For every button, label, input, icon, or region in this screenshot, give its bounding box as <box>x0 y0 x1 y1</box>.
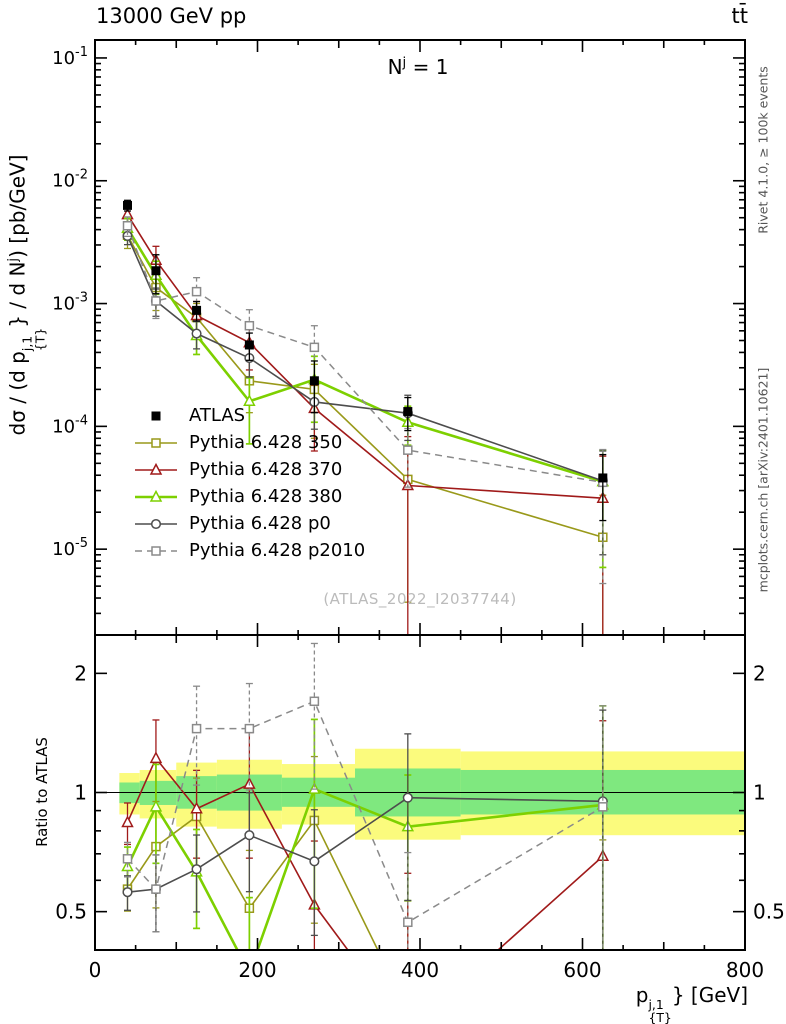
axis-tick-labels: 0 200 400 600 800 10-5 10-4 10-3 10-2 10-1 0.5 0.5 1… <box>52 45 785 982</box>
marker-atlas <box>309 376 319 386</box>
ratio-tick-label-right: 0.5 <box>753 900 785 924</box>
legend: ATLAS Pythia 6.428 350 Pythia 6.428 370 Pyt… <box>133 402 365 564</box>
marker-pyp2010 <box>122 221 133 231</box>
x-axis-label: p j,1 {T}} [GeV] <box>635 983 748 1024</box>
marker-atlas <box>123 200 132 210</box>
legend-glyph-py370 <box>149 462 163 475</box>
marker-py370 <box>121 815 134 828</box>
marker-pyp2010 <box>244 320 255 331</box>
series-pyp2010 <box>122 642 608 950</box>
x-tick-label: 400 <box>401 958 439 982</box>
legend-marker-square-open <box>135 437 177 448</box>
marker-pyp2010 <box>122 854 133 864</box>
legend-label: Pythia 6.428 350 <box>189 432 343 453</box>
legend-glyph-pyp0 <box>150 518 162 529</box>
ratio-tick-label-right: 1 <box>753 781 766 805</box>
marker-py350 <box>404 1007 412 1015</box>
marker-pyp2010 <box>403 445 413 455</box>
legend-label: Pythia 6.428 p2010 <box>189 540 366 561</box>
ratio-tick-label-left: 1 <box>74 781 87 805</box>
beam-energy-title: 13000 GeV pp <box>96 4 247 28</box>
y-tick-label: 10-5 <box>52 536 88 560</box>
x-tick-label: 0 <box>89 958 102 982</box>
ratio-panel-frame <box>94 634 746 951</box>
marker-pyp0 <box>402 792 413 803</box>
process-title: tt̄ <box>731 4 748 28</box>
marker-pyp2010 <box>403 917 413 928</box>
marker-py370 <box>190 801 203 814</box>
legend-glyph-atlas <box>151 411 161 420</box>
legend-item-pyp2010: Pythia 6.428 p2010 <box>133 537 365 564</box>
main-y-axis-label: dσ / (d p j,1 {T}} / d Nj) [pb/GeV] <box>5 154 48 436</box>
legend-marker-triangle-open <box>135 462 177 475</box>
marker-pyp0 <box>191 328 202 339</box>
marker-py380 <box>308 781 321 794</box>
ratio-uncertainty-bands <box>119 748 745 840</box>
marker-pyp0 <box>122 887 133 898</box>
marker-py380 <box>149 799 163 812</box>
ratio-y-axis-label: Ratio to ATLAS <box>33 737 51 847</box>
x-tick-label: 800 <box>726 958 764 982</box>
marker-atlas <box>192 305 202 315</box>
njet-annotation: Nj = 1 <box>387 55 449 79</box>
analysis-watermark: (ATLAS_2022_I2037744) <box>323 590 517 608</box>
ratio-tick-label-right: 2 <box>753 661 766 685</box>
marker-pyp2010 <box>598 802 608 812</box>
legend-marker-square-open <box>135 545 177 556</box>
marker-atlas <box>244 340 254 350</box>
marker-pyp0 <box>244 830 255 841</box>
series-line <box>126 815 379 950</box>
y-tick-label: 10-2 <box>52 168 88 192</box>
x-tick-label: 200 <box>238 958 276 982</box>
x-tick-label: 600 <box>563 958 601 982</box>
legend-label: Pythia 6.428 p0 <box>189 513 331 534</box>
rivet-version-text: Rivet 4.1.0, ≥ 100k events <box>755 66 771 234</box>
marker-pyp2010 <box>309 342 320 353</box>
legend-label: Pythia 6.428 370 <box>189 459 343 480</box>
y-tick-label: 10-1 <box>52 45 88 69</box>
legend-item-pyp0: Pythia 6.428 p0 <box>133 510 365 537</box>
legend-item-py380: Pythia 6.428 380 <box>133 483 365 510</box>
marker-pyp2010 <box>244 723 255 734</box>
ratio-tick-label-left: 0.5 <box>55 900 87 924</box>
marker-atlas <box>151 266 161 276</box>
legend-item-py370: Pythia 6.428 370 <box>133 456 365 483</box>
legend-glyph-py380 <box>149 489 163 502</box>
legend-label: Pythia 6.428 380 <box>189 486 343 507</box>
marker-pyp0 <box>309 856 320 867</box>
marker-pyp0 <box>191 864 202 875</box>
marker-py380 <box>243 394 256 407</box>
legend-glyph-pyp2010 <box>151 545 161 556</box>
marker-py370 <box>149 751 163 764</box>
legend-glyph-py350 <box>151 437 161 448</box>
marker-pyp2010 <box>191 723 202 734</box>
legend-label: ATLAS <box>189 405 246 426</box>
mcplots-reference-text: mcplots.cern.ch [arXiv:2401.10621] <box>755 367 771 593</box>
marker-pyp2010 <box>151 296 161 306</box>
marker-pyp2010 <box>309 696 320 707</box>
legend-marker-square-filled <box>151 411 161 420</box>
legend-item-atlas: ATLAS <box>133 402 365 429</box>
y-tick-label: 10-4 <box>52 413 88 437</box>
legend-marker-triangle-open <box>135 489 177 502</box>
legend-marker-circle-open <box>135 518 177 529</box>
marker-pyp2010 <box>151 884 161 894</box>
ratio-tick-label-left: 2 <box>74 661 87 685</box>
series-atlas <box>123 199 608 522</box>
marker-pyp2010 <box>191 286 202 297</box>
legend-item-py350: Pythia 6.428 350 <box>133 429 365 456</box>
y-tick-label: 10-3 <box>52 291 88 315</box>
marker-atlas <box>598 473 608 483</box>
marker-atlas <box>403 407 413 417</box>
